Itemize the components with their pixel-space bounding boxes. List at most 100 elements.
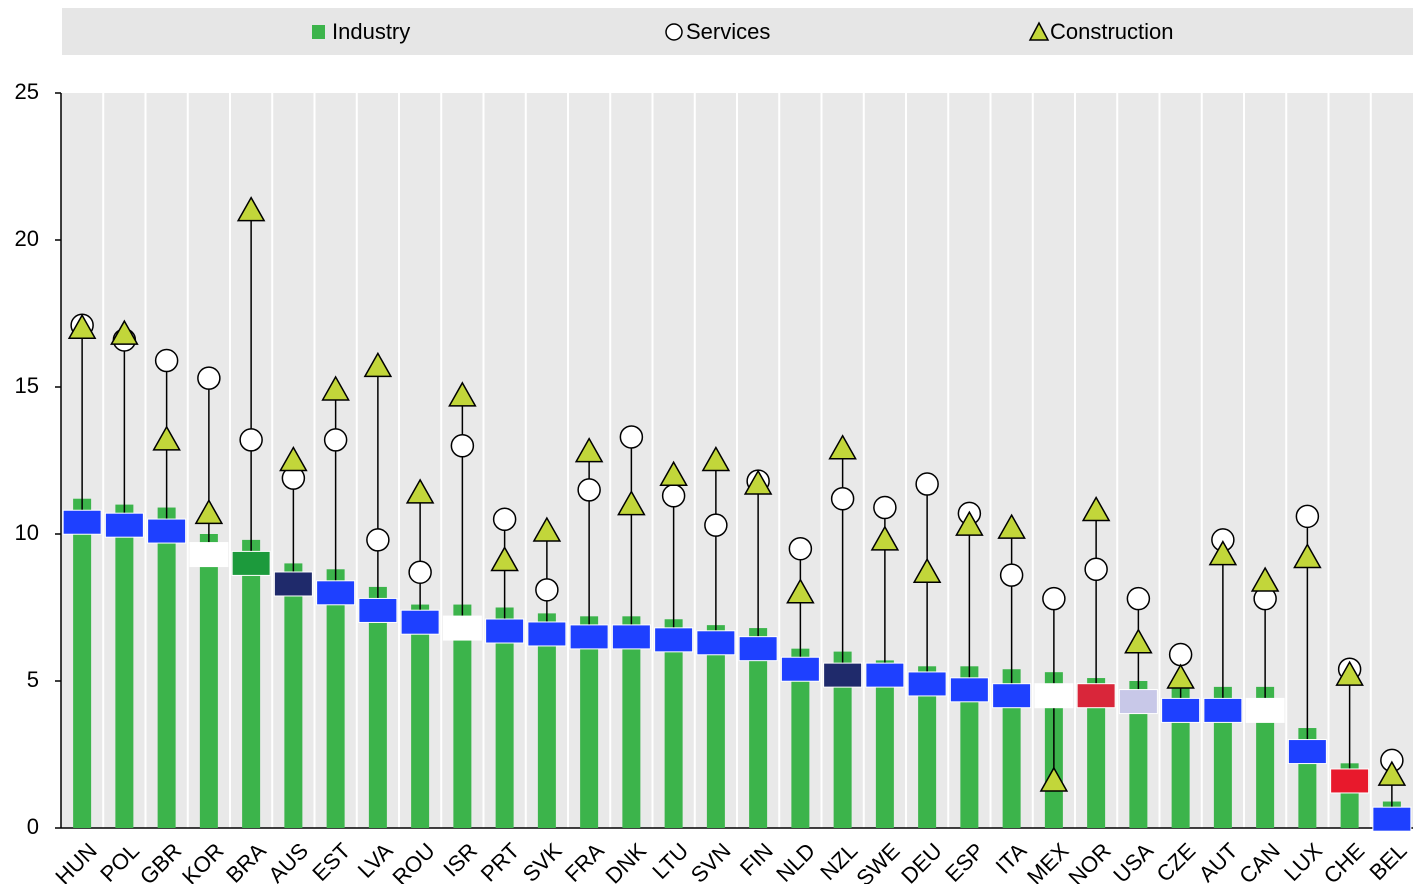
x-tick-label: POL xyxy=(95,838,144,884)
total-marker xyxy=(1118,689,1158,715)
construction-marker xyxy=(955,510,984,536)
construction-marker xyxy=(1166,663,1195,689)
construction-marker xyxy=(279,445,308,472)
total-marker xyxy=(865,662,905,688)
total-marker xyxy=(147,518,187,544)
x-tick-label: LUX xyxy=(1279,838,1327,884)
services-marker xyxy=(788,536,813,561)
services-marker xyxy=(830,486,855,511)
total-marker xyxy=(780,656,820,682)
x-tick-label: AUS xyxy=(263,838,313,884)
total-marker xyxy=(1287,739,1327,765)
construction-marker xyxy=(786,578,815,604)
total-marker xyxy=(992,683,1032,709)
services-marker xyxy=(492,507,517,532)
total-marker xyxy=(611,624,651,650)
total-marker xyxy=(1076,683,1116,709)
construction-marker xyxy=(574,437,604,463)
bar xyxy=(706,625,725,828)
bar xyxy=(622,616,641,828)
total-marker xyxy=(1330,768,1370,794)
bar xyxy=(284,563,303,828)
construction-marker xyxy=(1081,495,1111,522)
x-tick-label: CZE xyxy=(1151,838,1200,884)
y-tick-label: 25 xyxy=(15,79,39,104)
x-tick-label: BRA xyxy=(221,838,271,884)
bar xyxy=(368,586,387,828)
x-tick-label: GBR xyxy=(135,838,186,884)
total-marker xyxy=(527,621,567,647)
construction-marker xyxy=(997,513,1026,539)
services-marker xyxy=(535,578,559,602)
x-tick-label: DEU xyxy=(896,838,947,884)
y-tick-label: 20 xyxy=(15,226,39,251)
legend-background xyxy=(62,8,1413,55)
total-marker xyxy=(569,624,609,650)
construction-marker xyxy=(363,351,393,378)
construction-marker xyxy=(532,516,562,542)
total-marker xyxy=(231,550,271,576)
x-tick-label: ROU xyxy=(388,838,440,884)
x-tick-label: NLD xyxy=(771,838,820,884)
bar xyxy=(537,613,556,828)
construction-marker xyxy=(1293,542,1322,569)
services-marker xyxy=(1295,504,1320,529)
x-tick-label: CAN xyxy=(1234,838,1285,884)
construction-marker xyxy=(194,498,224,525)
x-tick-label: PRT xyxy=(476,838,525,884)
total-marker xyxy=(316,580,356,606)
legend-swatch xyxy=(1028,21,1050,41)
total-marker xyxy=(738,636,778,662)
bar xyxy=(749,628,768,828)
construction-marker xyxy=(448,381,477,407)
y-tick-label: 10 xyxy=(15,520,39,545)
x-tick-label: ISR xyxy=(438,838,482,882)
x-tick-label: DNK xyxy=(600,838,651,884)
bar xyxy=(833,651,852,828)
construction-marker xyxy=(405,478,435,504)
construction-marker xyxy=(152,425,181,451)
services-marker xyxy=(323,428,348,452)
total-marker xyxy=(1203,697,1243,723)
total-marker xyxy=(104,512,144,538)
total-marker xyxy=(273,571,313,597)
total-marker xyxy=(696,630,736,656)
services-marker xyxy=(154,348,179,373)
total-marker xyxy=(907,671,947,697)
bar xyxy=(199,534,218,828)
x-tick-label: MEX xyxy=(1022,838,1074,884)
x-tick-label: BEL xyxy=(1364,838,1411,884)
bar xyxy=(918,666,937,828)
construction-marker xyxy=(1250,566,1280,592)
bar xyxy=(115,504,134,828)
y-tick-label: 15 xyxy=(15,373,39,398)
bar xyxy=(960,666,979,828)
x-tick-label: CHE xyxy=(1319,838,1370,884)
total-marker xyxy=(1161,697,1201,723)
services-marker xyxy=(873,495,897,520)
services-marker xyxy=(239,428,263,452)
bar xyxy=(664,619,683,828)
total-marker xyxy=(1372,806,1412,832)
services-marker xyxy=(1168,642,1193,667)
total-marker xyxy=(442,615,482,641)
x-tick-label: KOR xyxy=(177,838,228,884)
legend-label: Construction xyxy=(1050,19,1174,44)
services-marker xyxy=(366,528,390,552)
total-marker xyxy=(949,677,989,703)
construction-marker xyxy=(1039,766,1069,792)
x-tick-label: LTU xyxy=(647,838,693,884)
services-marker xyxy=(577,478,601,502)
services-marker xyxy=(1084,557,1108,582)
bar xyxy=(326,569,345,828)
services-marker xyxy=(1126,586,1151,611)
bar xyxy=(453,604,472,828)
x-tick-label: NOR xyxy=(1064,838,1116,884)
construction-marker xyxy=(1124,628,1153,654)
x-tick-label: ESP xyxy=(940,838,989,884)
x-tick-label: EST xyxy=(307,838,355,884)
bar xyxy=(411,604,430,828)
total-marker xyxy=(358,597,398,623)
x-tick-label: USA xyxy=(1108,838,1158,884)
x-tick-label: SWE xyxy=(851,838,904,884)
